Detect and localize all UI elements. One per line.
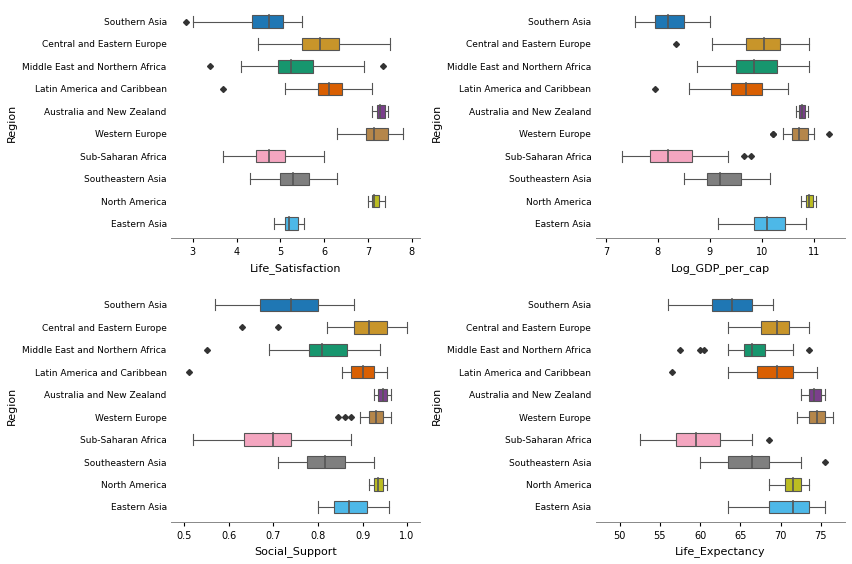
Bar xyxy=(676,434,720,446)
Y-axis label: Region: Region xyxy=(7,103,17,142)
Y-axis label: Region: Region xyxy=(7,387,17,425)
Bar xyxy=(245,434,291,446)
Bar xyxy=(806,195,813,208)
Bar xyxy=(745,343,764,356)
X-axis label: Life_Expectancy: Life_Expectancy xyxy=(675,546,766,557)
Bar xyxy=(707,173,741,185)
Y-axis label: Region: Region xyxy=(432,387,441,425)
Bar xyxy=(278,60,314,73)
Bar xyxy=(369,411,383,424)
Bar xyxy=(799,105,805,117)
Bar xyxy=(754,217,786,230)
Bar xyxy=(377,105,384,117)
Bar xyxy=(318,83,342,95)
Y-axis label: Region: Region xyxy=(432,103,441,142)
Bar xyxy=(252,15,283,28)
Bar xyxy=(256,150,285,162)
Bar xyxy=(260,299,318,311)
Bar xyxy=(712,299,752,311)
Bar xyxy=(809,411,825,424)
Bar xyxy=(372,195,379,208)
Bar xyxy=(785,478,801,491)
Bar xyxy=(655,15,684,28)
X-axis label: Social_Support: Social_Support xyxy=(254,546,337,557)
Bar xyxy=(792,127,808,140)
Bar xyxy=(354,321,387,333)
Bar xyxy=(731,83,762,95)
X-axis label: Log_GDP_per_cap: Log_GDP_per_cap xyxy=(671,263,770,274)
Bar xyxy=(333,501,367,513)
Bar xyxy=(650,150,692,162)
Bar xyxy=(366,127,388,140)
Bar xyxy=(378,389,387,401)
Bar xyxy=(309,343,347,356)
Bar xyxy=(728,456,769,468)
Bar xyxy=(285,217,298,230)
X-axis label: Life_Satisfaction: Life_Satisfaction xyxy=(250,263,342,274)
Bar xyxy=(307,456,345,468)
Bar xyxy=(769,501,809,513)
Bar xyxy=(302,38,339,50)
Bar xyxy=(351,366,374,378)
Bar xyxy=(761,321,789,333)
Bar xyxy=(746,38,780,50)
Bar xyxy=(736,60,778,73)
Bar xyxy=(809,389,821,401)
Bar xyxy=(374,478,383,491)
Bar xyxy=(280,173,308,185)
Bar xyxy=(757,366,792,378)
